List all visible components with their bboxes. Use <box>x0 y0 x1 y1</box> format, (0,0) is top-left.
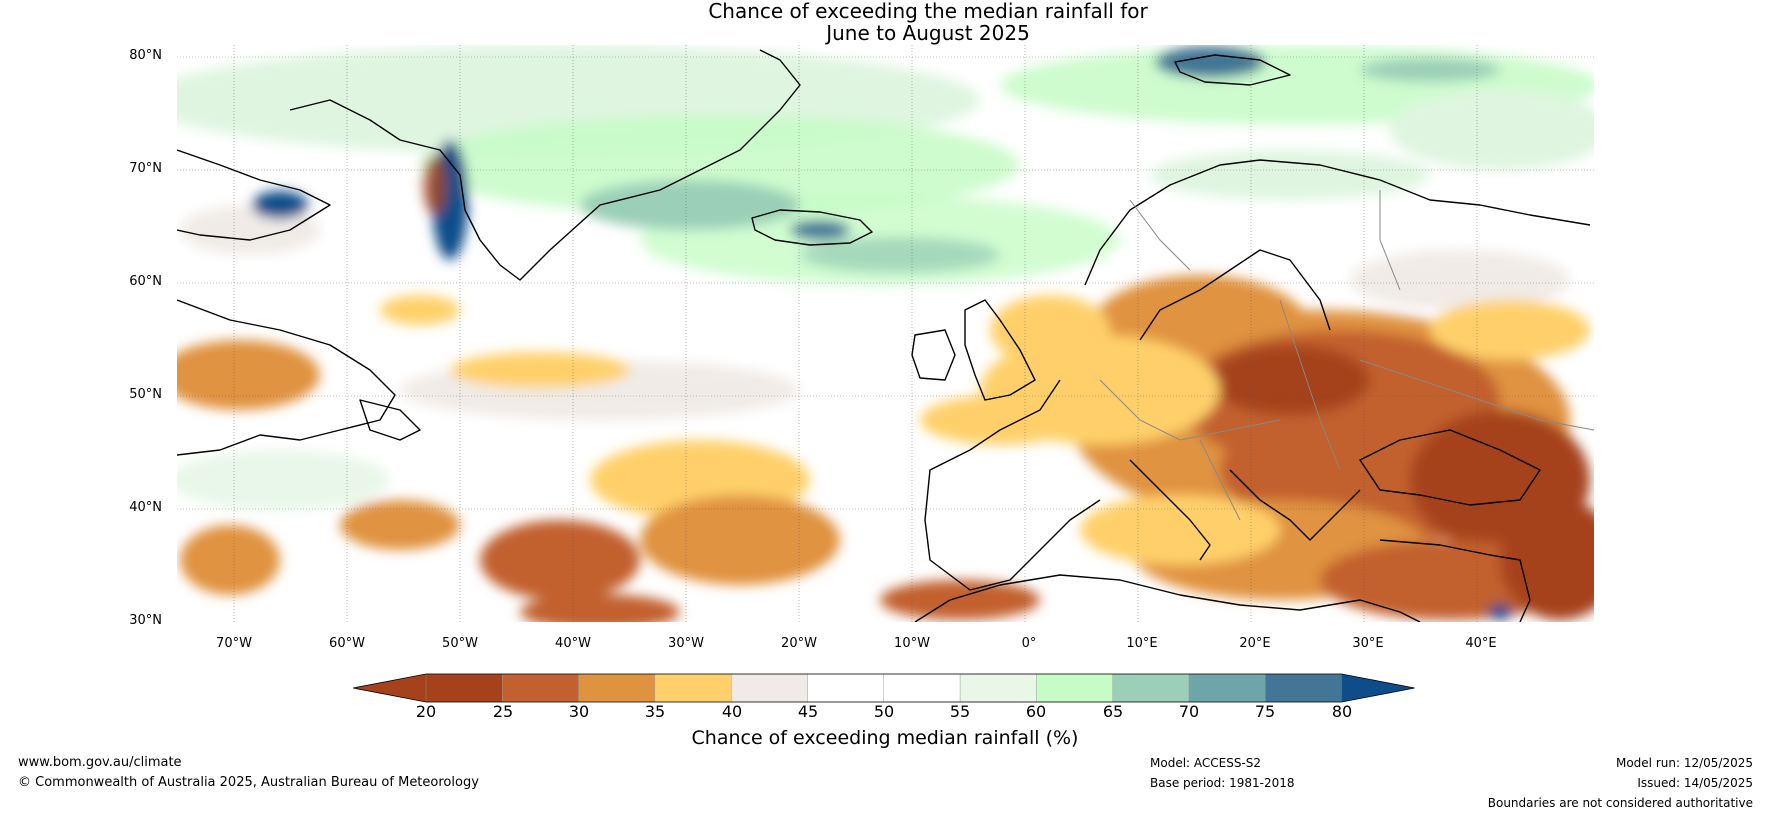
colorbar-tick-65: 65 <box>1102 702 1124 721</box>
lon-label-50w: 50°W <box>442 636 478 651</box>
lon-label-20e: 20°E <box>1239 636 1271 651</box>
colorbar-tick-55: 55 <box>949 702 971 721</box>
colorbar-left-arrow <box>353 674 426 702</box>
coastline-baltic <box>1139 249 1331 341</box>
graticule <box>177 45 1594 622</box>
colorbar-tick-70: 70 <box>1178 702 1200 721</box>
colorbar-segment <box>1112 673 1190 703</box>
footer-model-run: Model run: 12/05/2025 <box>1615 756 1753 770</box>
lat-label-70n: 70°N <box>129 161 162 176</box>
colorbar-tick-40: 40 <box>721 702 743 721</box>
coastline-anatolia <box>1379 539 1531 622</box>
lon-label-0: 0° <box>1021 636 1037 651</box>
coastline-north-africa <box>914 574 1421 622</box>
colorbar-right-arrow <box>1341 674 1415 702</box>
colorbar-segment <box>1265 673 1342 703</box>
colorbar-tick-35: 35 <box>644 702 666 721</box>
map-area <box>177 45 1594 622</box>
colorbar-tick-75: 75 <box>1254 702 1276 721</box>
lat-label-60n: 60°N <box>129 274 162 289</box>
coastline-newfoundland <box>359 399 421 441</box>
lat-label-30n: 30°N <box>129 613 162 628</box>
colorbar-segment <box>654 673 732 703</box>
country-borders <box>1099 190 1594 521</box>
colorbar-tick-45: 45 <box>797 702 819 721</box>
map-title-line1: Chance of exceeding the median rainfall … <box>708 0 1148 23</box>
coastline-black-sea <box>1359 429 1541 506</box>
lon-label-60w: 60°W <box>329 636 365 651</box>
coastlines <box>177 49 1591 622</box>
footer-copyright: © Commonwealth of Australia 2025, Austra… <box>18 775 479 790</box>
coastline-balkans <box>1229 469 1361 541</box>
footer-disclaimer: Boundaries are not considered authoritat… <box>1487 796 1753 810</box>
coastline-europe-west <box>924 379 1101 591</box>
colorbar-outline <box>352 673 1415 703</box>
lat-label-80n: 80°N <box>129 48 162 63</box>
colorbar-segment <box>502 673 579 703</box>
colorbar-label: Chance of exceeding median rainfall (%) <box>691 727 1079 749</box>
colorbar-tick-60: 60 <box>1025 702 1047 721</box>
colorbar-tick-30: 30 <box>568 702 590 721</box>
coastline-britain <box>964 299 1036 401</box>
colorbar-segment <box>425 673 503 703</box>
lon-label-70w: 70°W <box>216 636 252 651</box>
map-title-line2: June to August 2025 <box>826 21 1030 45</box>
colorbar-segment <box>1188 673 1266 703</box>
coastline-scandinavia <box>1084 159 1591 286</box>
footer-base-period: Base period: 1981-2018 <box>1150 776 1295 790</box>
colorbar-tick-25: 25 <box>492 702 514 721</box>
colorbar-tick-20: 20 <box>415 702 437 721</box>
colorbar-segment <box>1036 673 1113 703</box>
coastline-baffin <box>177 149 331 241</box>
rainfall-anomaly-fill <box>177 45 1594 622</box>
lon-label-40e: 40°E <box>1465 636 1497 651</box>
lon-label-10e: 10°E <box>1126 636 1158 651</box>
colorbar <box>352 673 1415 703</box>
lon-label-30w: 30°W <box>668 636 704 651</box>
colorbar-tick-50: 50 <box>873 702 895 721</box>
colorbar-segment <box>731 673 808 703</box>
colorbar-segment <box>959 673 1037 703</box>
coastline-ireland <box>911 329 956 381</box>
colorbar-segment <box>578 673 656 703</box>
colorbar-segment <box>807 673 885 703</box>
colorbar-segment <box>883 673 961 703</box>
lon-label-20w: 20°W <box>781 636 817 651</box>
lon-label-40w: 40°W <box>555 636 591 651</box>
coastline-italy <box>1129 459 1211 561</box>
lat-label-40n: 40°N <box>129 500 162 515</box>
lat-label-50n: 50°N <box>129 387 162 402</box>
footer-website: www.bom.gov.au/climate <box>18 755 182 770</box>
lon-label-10w: 10°W <box>894 636 930 651</box>
coastline-iceland <box>751 209 873 246</box>
lon-label-30e: 30°E <box>1352 636 1384 651</box>
coastline-svalbard <box>1174 54 1291 86</box>
footer-issued: Issued: 14/05/2025 <box>1637 776 1753 790</box>
footer-model: Model: ACCESS-S2 <box>1150 756 1262 770</box>
colorbar-tick-80: 80 <box>1331 702 1353 721</box>
coastline-greenland <box>289 49 801 281</box>
